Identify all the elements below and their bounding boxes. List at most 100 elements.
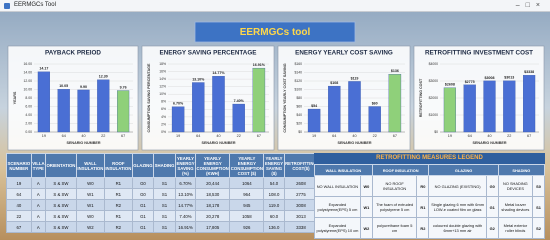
bar (117, 90, 130, 133)
legend-code: S2 (532, 217, 545, 239)
bar (523, 75, 536, 133)
legend-row: NO WALL INSULATION W0 NO ROOF INSULATION R0… (314, 175, 545, 197)
column-header: GLAZING (131, 153, 155, 178)
close-button[interactable]: × (535, 2, 546, 9)
legend-measure: NO SHADING DEVICES (497, 175, 534, 197)
y-tick-label: 6% (161, 107, 166, 111)
maximize-button[interactable]: □ (525, 2, 536, 9)
table-cell: W1 (75, 188, 105, 200)
legend-measure: polyurethane foam 5 cm (371, 217, 418, 239)
y-tick-label: $20 (296, 121, 302, 125)
column-header: YEARLY ENERGY SAVING (%) (174, 153, 197, 178)
value-label: 7.40% (234, 99, 245, 103)
y-tick-label: $60 (296, 104, 302, 108)
y-tick-label: 12% (159, 85, 166, 89)
table-cell: 14.77% (174, 199, 197, 211)
value-label: 9.76 (120, 85, 127, 89)
value-label: $54 (311, 104, 317, 108)
app-icon (4, 3, 10, 9)
table-cell: 18,530 (195, 188, 231, 200)
y-tick-label: $3000 (429, 79, 439, 83)
table-cell: 13.10% (174, 188, 197, 200)
table-cell: R2 (103, 199, 133, 211)
table-cell: 1064 (229, 177, 265, 189)
bar (368, 106, 381, 133)
y-tick-label: 4% (161, 115, 166, 119)
value-label: 13.10% (192, 77, 205, 81)
x-tick-label: 40 (81, 134, 85, 138)
table-cell: 16.91% (174, 221, 197, 233)
y-axis-label: YEARS (13, 91, 17, 104)
x-tick-label: 64 (196, 134, 200, 138)
table-cell: W0 (75, 210, 105, 222)
table-cell: 18,178 (195, 199, 231, 211)
bar (463, 84, 476, 133)
table-cell: S & SW (44, 177, 77, 189)
y-tick-label: $120 (294, 79, 302, 83)
value-label: $3008 (485, 76, 495, 80)
column-header: SHADING (153, 153, 176, 178)
x-axis-label: SENARIO NUMBER (66, 141, 100, 145)
table-cell: 67 (6, 221, 32, 233)
value-label: 10.05 (59, 84, 68, 88)
table-cell: 22 (6, 210, 32, 222)
y-tick-label: $0 (298, 130, 302, 134)
column-header: YEARLY ENERGY CONSUMPTION COST ($) (229, 153, 265, 178)
table-cell: A (30, 199, 46, 211)
x-axis-label: SENARIO NUMBER (201, 141, 235, 145)
y-tick-label: $1000 (429, 113, 439, 117)
chart-title: RETROFITTING INVESTMENT COST (425, 50, 533, 57)
table-cell: 60.0 (263, 210, 285, 222)
table-cell: A (30, 221, 46, 233)
legend-code: G0 (485, 175, 499, 197)
y-tick-label: 14.00 (24, 70, 33, 74)
y-tick-label: 4.00 (25, 113, 32, 117)
table-cell: G0 (131, 188, 155, 200)
y-tick-label: 10% (159, 92, 166, 96)
legend-row: Expanded polystyrene(EPS) 5 cm W1 The foam… (314, 196, 545, 218)
value-label: $108 (330, 81, 338, 85)
table-cell: 20,278 (195, 210, 231, 222)
legend-measure: Metal exterior roller blinds (497, 217, 534, 239)
table-cell: W1 (75, 199, 105, 211)
table-cell: A (30, 188, 46, 200)
x-axis-label: SENARIO NUMBER (472, 141, 506, 145)
y-axis-label: CONSUMPTION SAVING PERCENTAGE (147, 63, 151, 132)
table-cell: R1 (103, 177, 133, 189)
y-tick-label: $40 (296, 113, 302, 117)
table-row: 40 A S & SW W1 R2 G1 S1 14.77% 18,178 945 119.0 300… (6, 199, 341, 211)
value-label: 12.30 (99, 75, 108, 79)
x-tick-label: 40 (352, 134, 356, 138)
y-tick-label: 2.00 (25, 121, 32, 125)
table-cell: S1 (153, 177, 176, 189)
legend-row: Expanded polystyrene(EPS) 10 cm W2 polyure… (314, 217, 545, 239)
legend-header-row: WALL INSULATION ROOF INSULATION GLAZING SHA… (314, 164, 546, 176)
legend-measure: Metal louver shading devices (497, 196, 534, 218)
y-axis-label: CONSUMPTION YEARLY COST SAVING (283, 63, 287, 132)
y-tick-label: 6.00 (25, 104, 32, 108)
column-header: WALL INSULATION (75, 153, 105, 178)
y-tick-label: 0% (161, 130, 166, 134)
bar (171, 106, 185, 133)
table-cell: R1 (103, 188, 133, 200)
legend-code: R1 (416, 196, 430, 218)
table-cell: W2 (75, 221, 105, 233)
header-banner (194, 21, 356, 43)
bar (192, 82, 205, 133)
table-cell: 3008 (283, 199, 319, 211)
table-cell: S & SW (44, 199, 77, 211)
x-tick-label: 67 (121, 134, 125, 138)
legend-code: S1 (532, 196, 545, 218)
legend-measure: Single glazing 6 mm with 6mm LOW-e coate… (428, 196, 487, 218)
x-tick-label: 64 (332, 134, 336, 138)
table-row: 19 A S & SW W0 R1 G0 S1 6.70% 20,444 1064 54.0 2608… (6, 177, 341, 189)
y-tick-label: $140 (294, 70, 302, 74)
value-label: $3338 (524, 70, 534, 74)
minimize-button[interactable]: – (515, 2, 526, 9)
x-tick-label: 22 (373, 134, 377, 138)
x-tick-label: 22 (237, 134, 241, 138)
table-cell: 964 (229, 188, 265, 200)
legend-column-header: GLAZING (428, 164, 499, 176)
y-axis-label: RETROFITTING COST (419, 78, 423, 117)
table-cell: 136.0 (263, 221, 285, 233)
